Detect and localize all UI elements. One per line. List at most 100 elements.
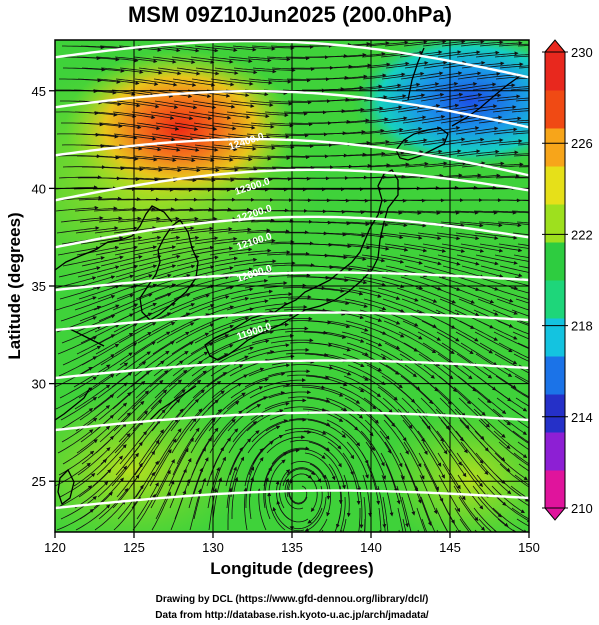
streamline	[345, 320, 387, 335]
streamline	[79, 122, 123, 128]
streamline	[74, 384, 111, 410]
streamline	[422, 137, 466, 146]
streamline	[365, 342, 404, 363]
streamline	[76, 245, 120, 256]
streamline	[190, 56, 234, 64]
streamline	[229, 177, 273, 182]
streamline	[515, 397, 529, 407]
streamline	[303, 331, 347, 339]
streamline	[343, 375, 382, 398]
streamline	[339, 386, 377, 410]
streamline	[233, 67, 277, 74]
height-contour-line	[55, 168, 529, 202]
streamline	[453, 82, 497, 91]
streamline	[232, 238, 276, 245]
streamline	[119, 254, 162, 267]
streamline	[347, 62, 391, 69]
streamline	[249, 476, 255, 520]
streamline	[195, 166, 239, 172]
streamline	[78, 196, 122, 201]
streamline	[383, 419, 409, 455]
streamline	[276, 500, 309, 523]
streamline	[99, 412, 131, 443]
streamline	[365, 243, 409, 252]
streamline	[513, 55, 529, 58]
streamline	[59, 472, 96, 498]
streamline	[419, 276, 461, 291]
streamline	[437, 452, 461, 490]
streamline	[402, 518, 407, 532]
streamline	[132, 312, 172, 333]
streamline	[175, 144, 219, 152]
streamline	[342, 452, 361, 492]
streamline	[324, 152, 367, 157]
streamline	[149, 449, 172, 487]
streamline	[80, 324, 120, 344]
streamline	[213, 327, 255, 344]
streamline	[93, 111, 137, 119]
streamline	[134, 264, 177, 278]
streamline	[100, 342, 138, 366]
streamline	[60, 305, 102, 322]
streamline	[516, 518, 529, 527]
streamline	[440, 114, 484, 124]
streamline	[62, 345, 102, 366]
streamline	[267, 273, 311, 278]
streamline	[378, 210, 422, 215]
streamline	[232, 413, 265, 443]
streamline	[309, 364, 352, 376]
colorbar-label: 218	[571, 319, 593, 334]
streamline	[417, 126, 461, 135]
streamline	[307, 320, 351, 329]
streamline	[456, 254, 499, 266]
streamline	[251, 333, 295, 344]
streamline	[249, 383, 291, 399]
streamline	[233, 259, 277, 267]
streamline	[133, 155, 177, 163]
streamline	[498, 342, 529, 359]
streamline	[344, 298, 387, 311]
streamline	[518, 166, 529, 168]
streamline	[322, 130, 366, 135]
streamline	[228, 339, 270, 355]
figure-title: MSM 09Z10Jun2025 (200.0hPa)	[128, 2, 452, 27]
streamline	[322, 331, 365, 343]
streamline	[479, 342, 518, 365]
streamline	[342, 52, 386, 58]
streamline	[328, 364, 369, 381]
streamline	[134, 78, 178, 87]
streamline	[138, 166, 182, 173]
streamline	[494, 153, 529, 157]
streamline	[339, 84, 383, 91]
streamline	[214, 67, 258, 75]
streamline	[132, 399, 163, 432]
map-panel: 12400.012300.012200.012100.012000.011900…	[55, 40, 529, 532]
streamline	[383, 221, 427, 228]
streamline	[267, 176, 311, 181]
streamline	[380, 452, 398, 493]
colorbar-segment	[545, 242, 565, 281]
streamline	[514, 77, 529, 80]
streamline	[151, 226, 195, 234]
streamline	[439, 92, 483, 102]
streamline	[306, 298, 350, 306]
streamline	[225, 447, 243, 487]
streamline	[324, 74, 368, 80]
streamline	[97, 197, 141, 202]
streamline	[214, 257, 258, 267]
streamline	[271, 263, 315, 268]
streamline	[116, 370, 151, 399]
streamline	[477, 94, 521, 102]
height-contours	[55, 40, 529, 510]
streamline	[512, 132, 529, 135]
streamline	[169, 207, 213, 212]
streamline	[473, 105, 517, 113]
streamline	[453, 287, 495, 304]
streamline	[58, 266, 101, 278]
streamline	[116, 462, 143, 498]
streamline	[415, 81, 459, 91]
streamline	[360, 331, 401, 350]
streamline	[208, 316, 250, 333]
streamline	[137, 235, 181, 245]
streamline	[149, 187, 193, 192]
